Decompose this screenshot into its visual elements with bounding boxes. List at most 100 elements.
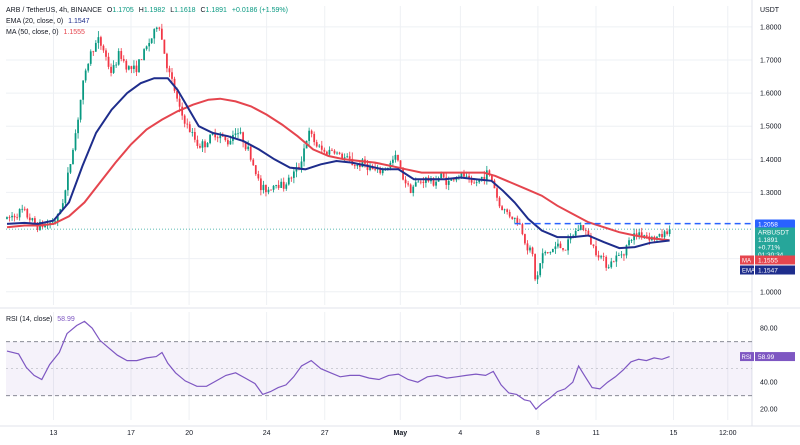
candle-body [590,235,592,245]
candle-body [419,181,422,183]
candle-body [534,254,536,280]
candle-body [36,224,39,231]
candle-body [635,233,638,236]
candle-body [633,233,635,241]
candle-body [16,217,19,219]
rsi-tag-label: RSI [742,355,752,361]
rsi-tick-label: 40.00 [760,380,778,387]
candle-body [551,249,554,253]
ma-legend: MA (50, close, 0) 1.1555 [6,28,85,38]
ma-price-tag: MA 1.1555 [740,255,795,265]
candle-body [21,208,24,210]
candle-body [11,215,13,218]
candle-body [417,181,420,183]
candle-body [557,243,559,247]
candle-body [620,254,623,256]
candle-body [100,37,102,46]
candle-body [498,197,501,207]
candle-body [97,37,100,43]
candle-body [422,181,425,183]
candle-body [320,145,323,150]
ema-price-tag: EMA 1.1547 [740,265,795,275]
candle-body [183,115,186,124]
candle-body [407,183,410,185]
candle-body [602,256,605,258]
candle-body [259,178,262,191]
candle-body [409,184,412,193]
ohlc-legend: ARB / TetherUS, 4h, BINANCE O1.1705 H1.1… [6,6,288,16]
candle-body [336,152,338,154]
candle-body [379,168,382,174]
candle-body [425,177,427,183]
candle-body [201,141,204,148]
candle-body [577,229,580,232]
candle-body [607,267,610,269]
candle-body [94,42,97,52]
candle-body [447,180,450,185]
candle-body [643,235,646,237]
time-tick-label: 20 [185,430,193,437]
time-tick-label: 13 [50,430,58,437]
candle-body [115,64,118,66]
candle-body [257,174,260,179]
candle-body [315,142,318,147]
candle-body [605,256,608,268]
candle-body [6,217,8,219]
candle-body [463,172,465,177]
candle-body [323,149,326,152]
change-value: +0.0186 (+1.59%) [231,7,288,14]
candle-body [282,181,285,189]
candle-body [361,159,364,168]
rsi-value-tag: RSI 58.99 [740,352,795,362]
candle-body [176,90,178,99]
candle-body [539,263,542,276]
candle-body [541,253,544,264]
candle-body [333,150,336,154]
candle-body [468,175,470,179]
high-value: 1.1982 [143,7,166,14]
candle-body [107,56,110,67]
low-value: 1.1618 [174,7,196,14]
candle-body [562,248,564,250]
candle-body [112,65,115,73]
candle-body [199,145,201,148]
candle-body [343,157,346,159]
candle-body [110,66,112,73]
candle-body [623,254,625,256]
candle-body [72,149,74,165]
last-price-tag-text: +0.71% [758,245,780,252]
candle-body [310,130,313,134]
ema20-line [6,77,670,250]
candle-body [544,252,547,254]
ema-legend: EMA (20, close, 0) 1.1547 [6,17,90,27]
candle-body [34,218,36,225]
candle-body [221,135,224,137]
time-tick-label: 4 [458,430,462,437]
candle-body [82,80,85,100]
price-tick-label: 1.0000 [760,289,782,296]
candle-body [188,124,191,133]
candle-body [440,173,443,179]
candle-body [247,146,250,150]
candle-body [470,178,473,183]
ema-price-tag-label-bg [740,265,754,275]
price-tick-label: 1.6000 [760,91,782,98]
candle-body [508,211,511,217]
chart-title: ARB / TetherUS, 4h, BINANCE [6,7,102,14]
candle-body [501,206,503,211]
candle-body [496,188,498,198]
candle-body [8,217,11,218]
candle-body [531,247,534,255]
price-tick-label: 1.7000 [760,58,782,65]
candle-body [28,217,31,221]
candle-body [414,182,417,187]
rsi-line [6,320,670,411]
candle-body [369,166,371,170]
candle-body [503,209,506,211]
candle-body [226,140,229,145]
rsi-tag-label-bg [740,352,754,362]
candle-body [480,176,483,179]
ma-legend-value: 1.1555 [63,29,85,36]
candle-body [292,171,295,178]
